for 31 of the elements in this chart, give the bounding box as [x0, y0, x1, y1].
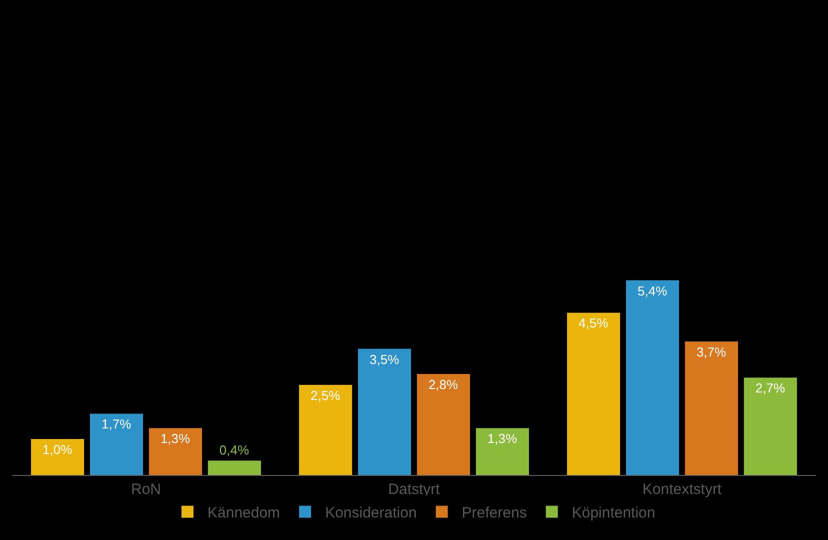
bar [148, 428, 202, 475]
data-label: 2,7% [755, 380, 786, 396]
data-label: 2,5% [310, 388, 341, 403]
bar [299, 384, 352, 475]
bar [744, 378, 797, 475]
bar [684, 342, 738, 475]
legend-label: Köpintention [572, 504, 656, 522]
bar [416, 374, 470, 475]
data-label: 4,5% [578, 316, 609, 331]
data-label: 1,7% [101, 416, 132, 432]
data-label: 1,3% [160, 431, 191, 446]
data-label: 3,5% [369, 352, 400, 367]
legend-label: Kännedom [208, 504, 280, 522]
data-label: 5,4% [637, 283, 668, 298]
legend-label: Preferens [462, 504, 527, 522]
bar [208, 460, 261, 475]
bar [476, 428, 529, 475]
legend-label: Konsideration [325, 504, 417, 522]
bar [31, 438, 84, 475]
data-label: 0,4% [219, 442, 250, 458]
x-tick-label: Datstyrt [388, 481, 441, 498]
data-label: 1,3% [487, 431, 518, 446]
data-label: 3,7% [696, 344, 727, 360]
data-label: 1,0% [42, 442, 73, 457]
x-tick-label: RoN [130, 481, 162, 498]
bar [626, 280, 680, 475]
data-label: 2,8% [428, 377, 459, 392]
bar [90, 414, 144, 475]
x-tick-label: Kontextstyrt [642, 481, 722, 498]
bar [358, 348, 412, 475]
bar [567, 312, 620, 475]
